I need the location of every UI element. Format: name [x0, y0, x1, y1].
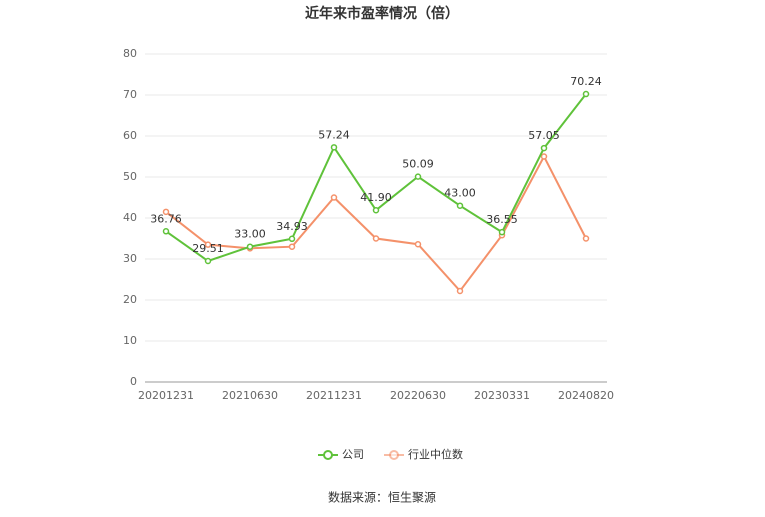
x-tick-label: 20210630 [222, 389, 278, 402]
data-label: 41.90 [360, 191, 392, 204]
point [204, 257, 212, 265]
x-tick-label: 20240820 [558, 389, 614, 402]
data-label: 33.00 [234, 228, 266, 241]
y-tick-label: 40 [123, 211, 137, 224]
legend-marker [389, 450, 399, 460]
point [204, 241, 212, 248]
point [540, 153, 548, 160]
point [540, 144, 548, 152]
point [456, 287, 464, 295]
y-tick-label: 20 [123, 293, 137, 306]
data-label: 36.76 [150, 212, 182, 225]
legend-label: 行业中位数 [408, 447, 463, 461]
y-tick-label: 80 [123, 47, 137, 60]
point [582, 235, 590, 242]
legend-label: 公司 [342, 448, 364, 461]
legend-marker [323, 450, 333, 460]
point [330, 144, 338, 151]
x-tick-label: 20230331 [474, 389, 530, 402]
y-tick-label: 70 [123, 88, 137, 101]
y-tick-label: 60 [123, 129, 137, 142]
point [246, 243, 254, 250]
point [162, 228, 170, 235]
y-tick-label: 0 [130, 375, 137, 388]
point [372, 206, 380, 214]
point [288, 243, 296, 250]
point [372, 235, 380, 242]
x-tick-label: 20201231 [138, 389, 194, 402]
y-tick-label: 10 [123, 334, 137, 347]
data-label: 34.93 [276, 220, 308, 233]
point [162, 208, 170, 216]
data-label: 50.09 [402, 158, 434, 171]
data-label: 43.00 [444, 187, 476, 200]
y-tick-label: 30 [123, 252, 137, 265]
data-label: 29.51 [192, 242, 224, 255]
chart-title: 近年来市盈率情况（倍） [305, 5, 459, 22]
point [288, 235, 296, 243]
x-tick-label: 20211231 [306, 389, 362, 402]
y-tick-label: 50 [123, 170, 137, 183]
source: 数据来源：恒生聚源 [328, 490, 436, 505]
point [414, 240, 422, 248]
point [456, 202, 464, 209]
point [330, 194, 338, 201]
data-label: 70.24 [570, 75, 602, 88]
data-label: 36.55 [486, 213, 518, 226]
x-tick-label: 20220630 [390, 389, 446, 402]
data-label: 57.05 [528, 129, 560, 142]
data-label: 57.24 [318, 128, 350, 141]
point [498, 228, 506, 236]
point [582, 90, 590, 98]
point [414, 173, 422, 180]
